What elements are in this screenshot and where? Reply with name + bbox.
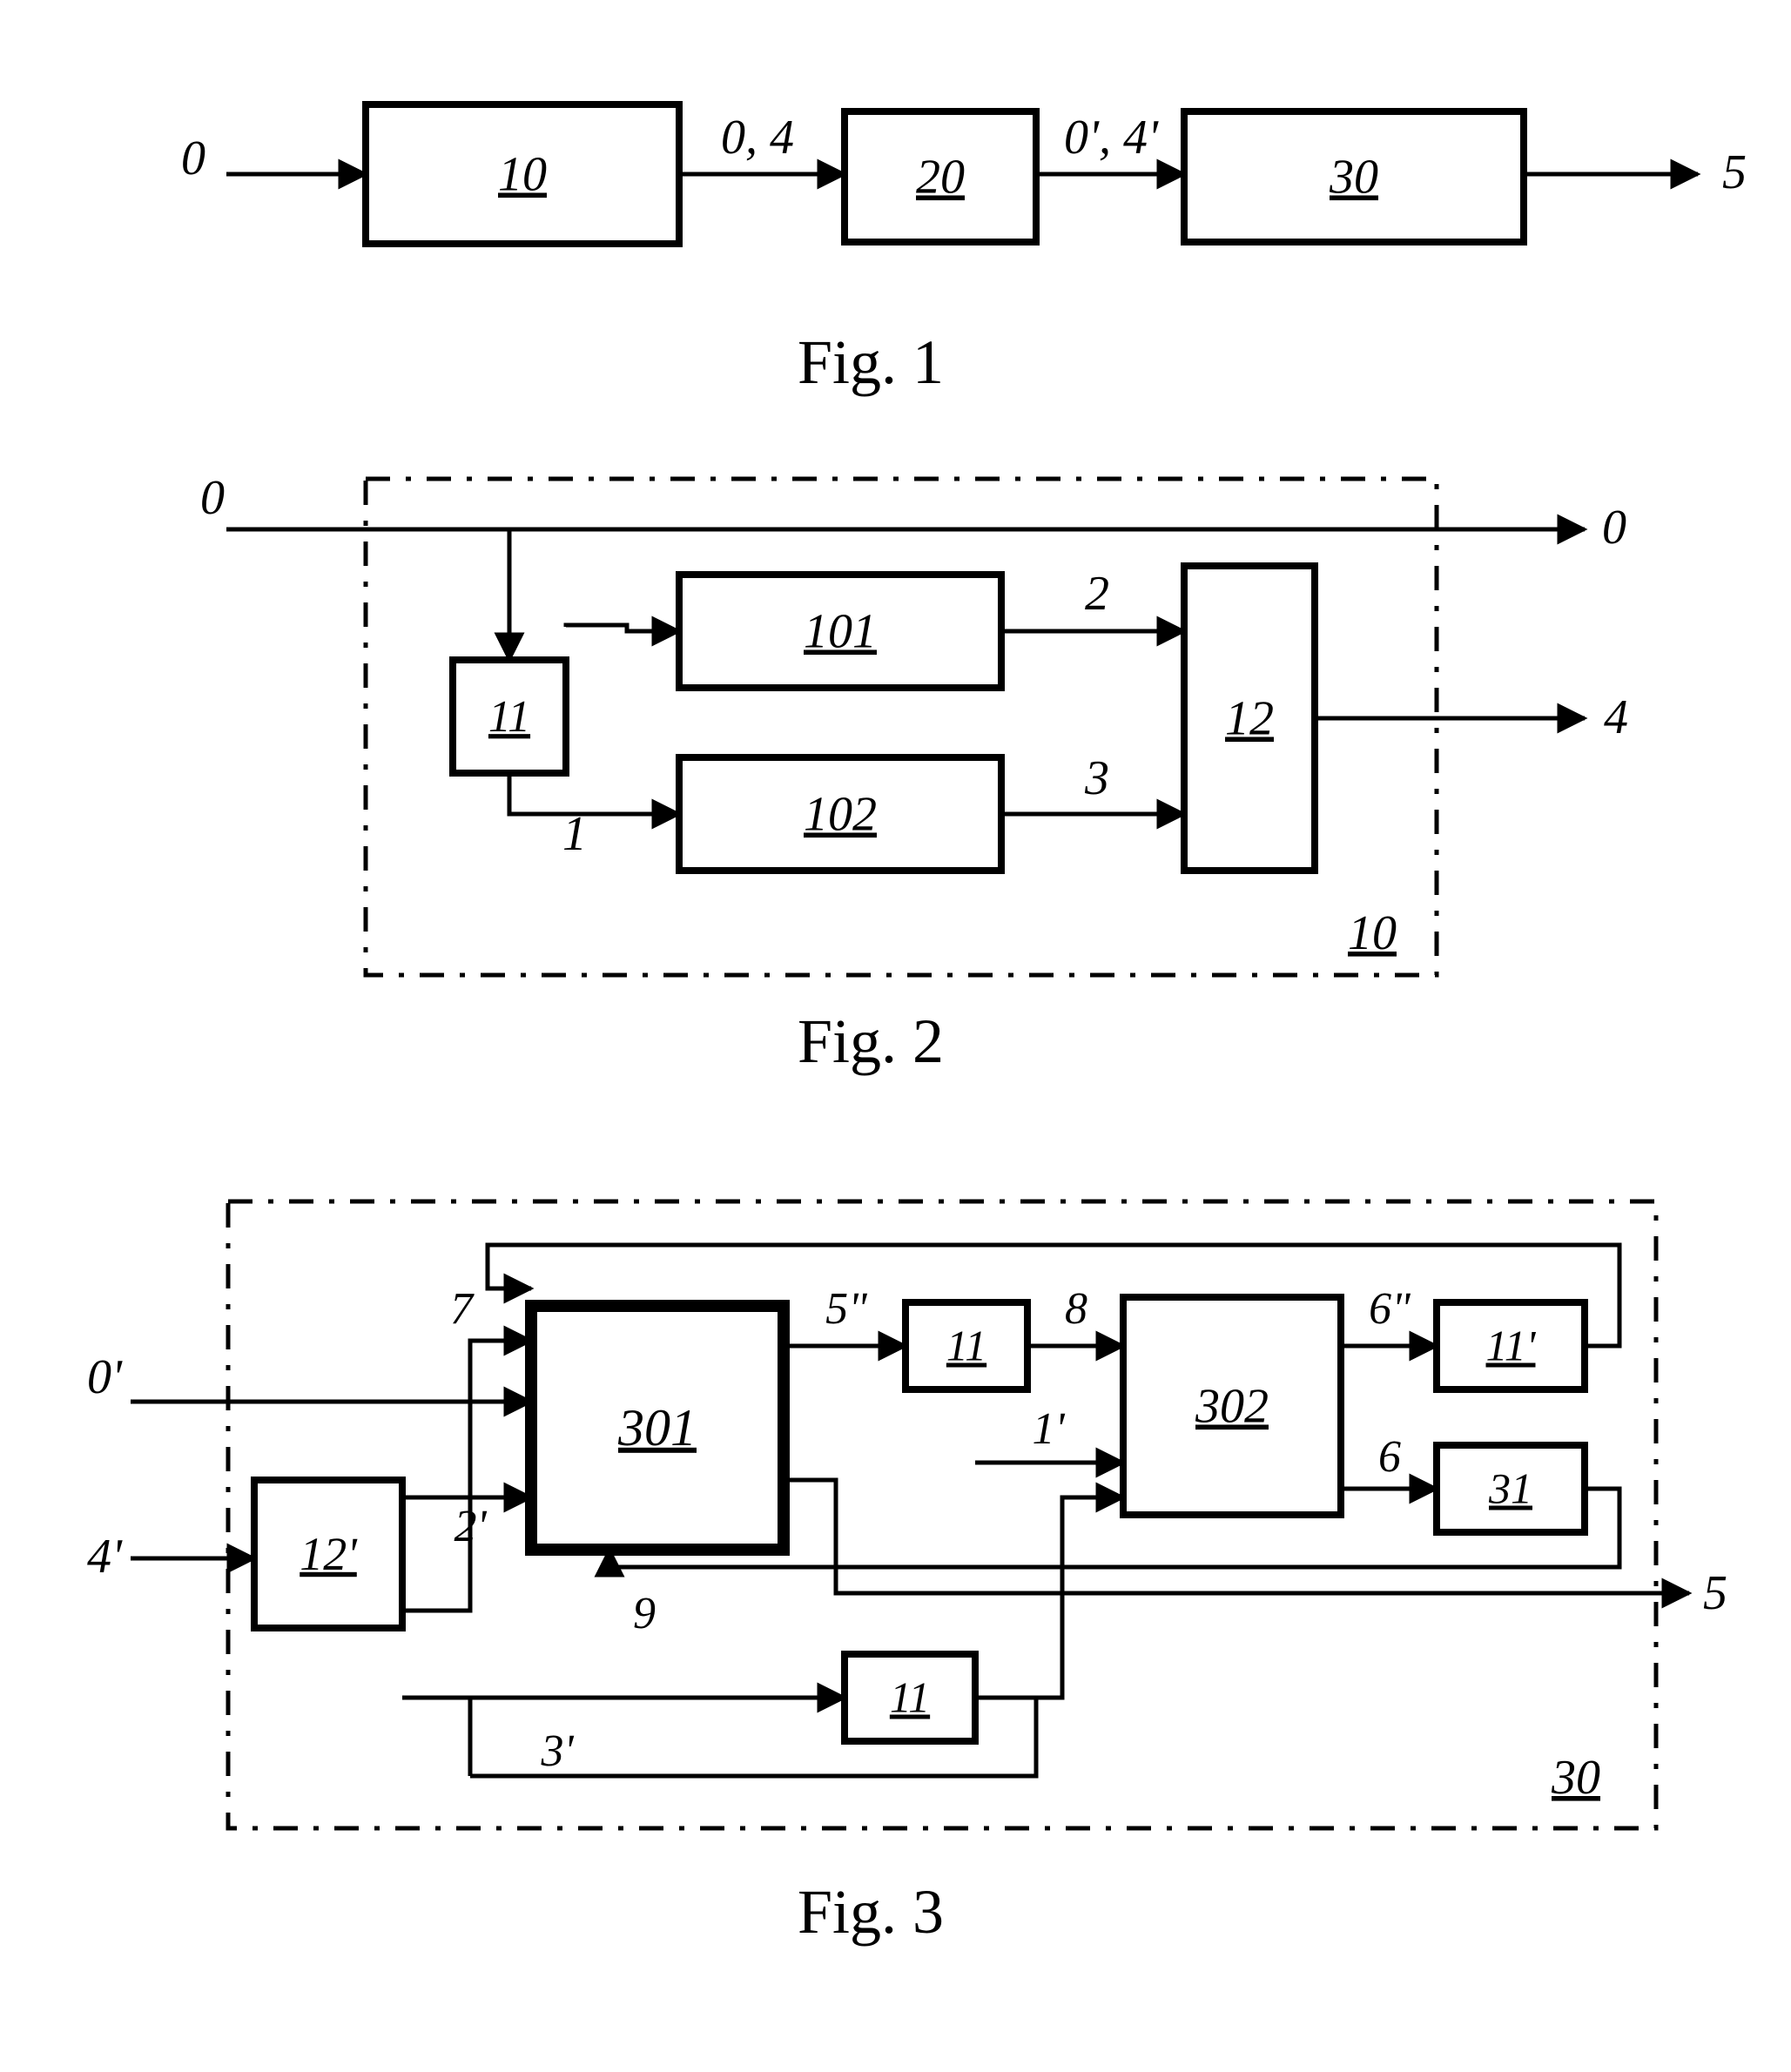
block-label: 12' — [300, 1528, 358, 1580]
block-label: 11 — [488, 692, 530, 742]
label: 10 — [1348, 906, 1397, 960]
block-11: 11 — [453, 660, 566, 773]
label: 30 — [1551, 1751, 1600, 1805]
block-11: 11 — [906, 1302, 1027, 1389]
arrow — [975, 1497, 1123, 1698]
block-label: 30 — [1329, 150, 1378, 204]
block-12: 12 — [1184, 566, 1315, 871]
label: 0' — [87, 1350, 123, 1404]
label: 5 — [1722, 145, 1747, 199]
label: 3 — [1084, 751, 1109, 805]
label: 0, 4 — [721, 111, 794, 165]
block-label: 20 — [916, 150, 965, 204]
label: 3' — [540, 1726, 574, 1776]
figure-caption: Fig. 3 — [798, 1877, 944, 1947]
label: 1' — [1032, 1404, 1065, 1454]
fig2: 111011021200123410Fig. 2 — [200, 471, 1628, 1076]
diagram-canvas: 10203000, 40', 4'5Fig. 11110110212001234… — [0, 0, 1791, 2072]
arrow — [509, 773, 679, 814]
label: 0 — [200, 471, 225, 525]
label: 4 — [1604, 690, 1628, 744]
label: 0', 4' — [1064, 111, 1159, 165]
label: 2 — [1085, 567, 1109, 621]
label: 5 — [1703, 1566, 1727, 1620]
label: 9 — [633, 1589, 656, 1638]
label: 0 — [181, 131, 205, 185]
block-101: 101 — [679, 575, 1001, 688]
block-302: 302 — [1123, 1297, 1341, 1515]
block-label: 12 — [1225, 691, 1274, 745]
block-102: 102 — [679, 757, 1001, 871]
block-label: 11 — [890, 1673, 930, 1722]
label: 6 — [1378, 1432, 1401, 1482]
block-label: 11' — [1486, 1322, 1537, 1370]
fig3: 12' 301 11 302 11' 31 11 0' 4' 2' 7 5" 8 1' 6" 6 9 3' 5 30 F… — [87, 1201, 1727, 1947]
block-label: 102 — [804, 787, 877, 841]
block-label: 302 — [1195, 1379, 1269, 1433]
block-11: 11 — [845, 1654, 975, 1741]
label: 1 — [562, 807, 587, 861]
block-12': 12' — [254, 1480, 402, 1628]
label: 7 — [450, 1284, 475, 1334]
figure-caption: Fig. 1 — [798, 327, 944, 397]
block-20: 20 — [845, 111, 1036, 242]
block-31: 31 — [1437, 1445, 1585, 1532]
block-30: 30 — [1184, 111, 1524, 242]
label: 0 — [1602, 501, 1626, 555]
fig1: 10 20 30 0 0, 4 0', 4' 5 Fig. 1 — [181, 104, 1747, 397]
block-label: 301 — [617, 1399, 697, 1456]
block-301: 301 — [531, 1306, 784, 1550]
block-label: 11 — [946, 1322, 986, 1370]
figure-caption: Fig. 2 — [798, 1006, 944, 1076]
arrow — [566, 625, 679, 631]
block-label: 10 — [498, 147, 547, 201]
block-label: 31 — [1488, 1464, 1532, 1513]
label: 2' — [454, 1502, 487, 1551]
arrow — [402, 1341, 531, 1611]
label: 5" — [825, 1284, 868, 1334]
label: 8 — [1065, 1284, 1087, 1334]
label: 6" — [1369, 1284, 1411, 1334]
block-10: 10 — [366, 104, 679, 244]
block-label: 101 — [804, 604, 877, 658]
block-11': 11' — [1437, 1302, 1585, 1389]
label: 4' — [87, 1530, 123, 1584]
